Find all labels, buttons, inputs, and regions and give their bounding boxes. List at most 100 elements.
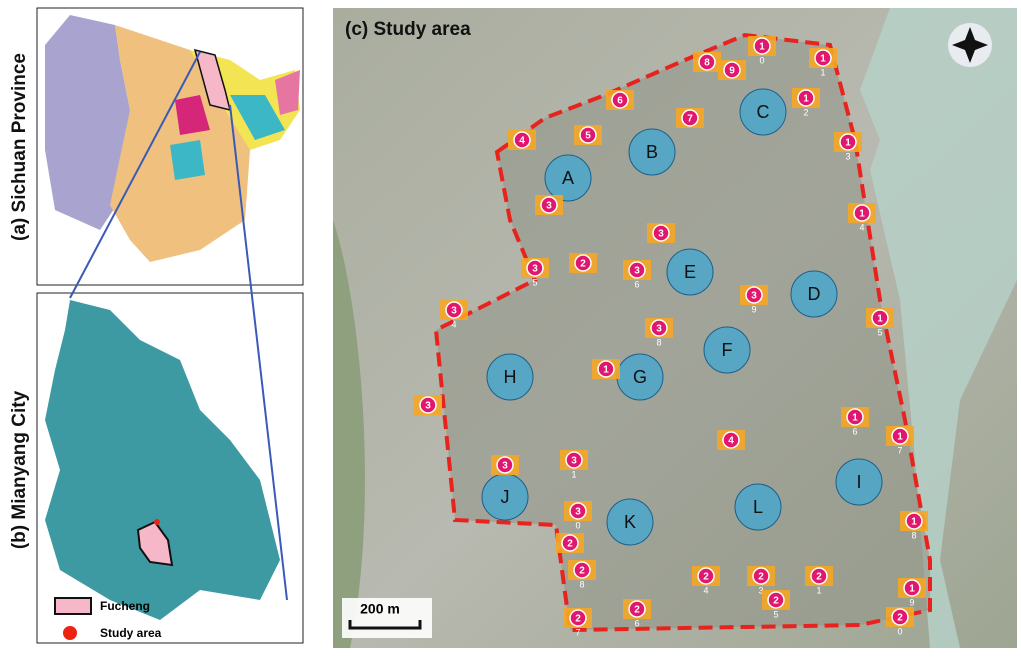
marker-label: 3 <box>502 461 508 472</box>
marker <box>513 131 531 149</box>
marker <box>573 561 591 579</box>
marker-sub: 8 <box>911 530 916 540</box>
marker-label: 7 <box>687 114 693 125</box>
marker <box>810 567 828 585</box>
marker-sub: 8 <box>579 579 584 589</box>
marker-label: 6 <box>617 96 623 107</box>
zone-circle <box>790 270 838 318</box>
marker-label: 1 <box>897 432 903 443</box>
marker-sub: 9 <box>909 597 914 607</box>
marker <box>540 196 558 214</box>
marker-sub: 0 <box>575 520 580 530</box>
marker-label: 2 <box>579 566 585 577</box>
marker-sub: 0 <box>897 626 902 636</box>
zone-label: J <box>501 487 510 507</box>
scale-label: 200 m <box>360 601 400 617</box>
zone-label: K <box>624 512 636 532</box>
zoom-line <box>69 51 201 299</box>
zone-label: E <box>684 262 696 282</box>
marker-label: 1 <box>909 584 915 595</box>
marker <box>561 534 579 552</box>
marker-sub: 9 <box>751 304 756 314</box>
zone-circle <box>486 353 534 401</box>
marker-label: 3 <box>658 229 664 240</box>
zone-label: H <box>504 367 517 387</box>
marker-sub: 1 <box>820 67 825 77</box>
study-area-dot <box>154 519 160 525</box>
marker <box>698 53 716 71</box>
marker-label: 1 <box>877 314 883 325</box>
marker-sub: 4 <box>859 222 864 232</box>
marker-label: 8 <box>704 58 710 69</box>
zone-circle <box>628 128 676 176</box>
panel-label: (a) Sichuan Province <box>9 53 30 241</box>
legend-label: Fucheng <box>100 599 150 613</box>
region <box>170 140 205 180</box>
zone-label: B <box>646 142 658 162</box>
marker <box>846 408 864 426</box>
marker <box>753 37 771 55</box>
zoom-line <box>229 104 288 601</box>
river <box>860 8 1017 648</box>
zones: A B C D E F G H I J K L <box>481 88 883 546</box>
marker-label: 9 <box>729 66 735 77</box>
zone-label: G <box>633 367 647 387</box>
marker-label: 3 <box>532 264 538 275</box>
panel-label: (c) Study area <box>345 19 471 40</box>
marker-sub: 1 <box>816 585 821 595</box>
marker-label: 2 <box>634 605 640 616</box>
marker <box>526 259 544 277</box>
marker <box>853 204 871 222</box>
marker <box>652 224 670 242</box>
scale-bar <box>348 620 422 630</box>
panel-label: (b) Mianyang City <box>9 390 30 549</box>
marker <box>569 502 587 520</box>
zone-circle <box>666 248 714 296</box>
marker <box>752 567 770 585</box>
marker <box>579 126 597 144</box>
marker-label: 3 <box>575 507 581 518</box>
zone-label: D <box>808 284 821 304</box>
marker-sub: 5 <box>532 277 537 287</box>
marker <box>722 431 740 449</box>
marker <box>611 91 629 109</box>
marker-label: 1 <box>603 365 609 376</box>
marker <box>574 254 592 272</box>
marker <box>628 261 646 279</box>
marker <box>697 567 715 585</box>
zone-circle <box>739 88 787 136</box>
marker <box>445 301 463 319</box>
zone-circle <box>606 498 654 546</box>
zone-label: I <box>856 472 861 492</box>
marker-label: 1 <box>759 42 765 53</box>
marker-label: 4 <box>728 436 734 447</box>
legend-swatch <box>54 597 92 615</box>
marker-label: 3 <box>751 291 757 302</box>
marker-label: 3 <box>656 324 662 335</box>
marker <box>905 512 923 530</box>
marker <box>903 579 921 597</box>
zone-circle <box>703 326 751 374</box>
marker-label: 3 <box>634 266 640 277</box>
marker <box>891 427 909 445</box>
marker-label: 2 <box>816 572 822 583</box>
marker-label: 2 <box>703 572 709 583</box>
marker-label: 2 <box>773 596 779 607</box>
marker <box>681 109 699 127</box>
marker <box>871 309 889 327</box>
marker-label: 1 <box>859 209 865 220</box>
marker-label: 1 <box>911 517 917 528</box>
marker <box>797 89 815 107</box>
marker-label: 2 <box>567 539 573 550</box>
marker <box>496 456 514 474</box>
zone-label: A <box>562 168 574 188</box>
zone-label: L <box>753 497 763 517</box>
marker-sub: 6 <box>634 279 639 289</box>
marker-label: 2 <box>575 614 581 625</box>
marker-sub: 4 <box>451 319 456 329</box>
marker-label: 1 <box>820 54 826 65</box>
marker-label: 2 <box>758 572 764 583</box>
marker-label: 1 <box>803 94 809 105</box>
marker-sub: 3 <box>758 585 763 595</box>
